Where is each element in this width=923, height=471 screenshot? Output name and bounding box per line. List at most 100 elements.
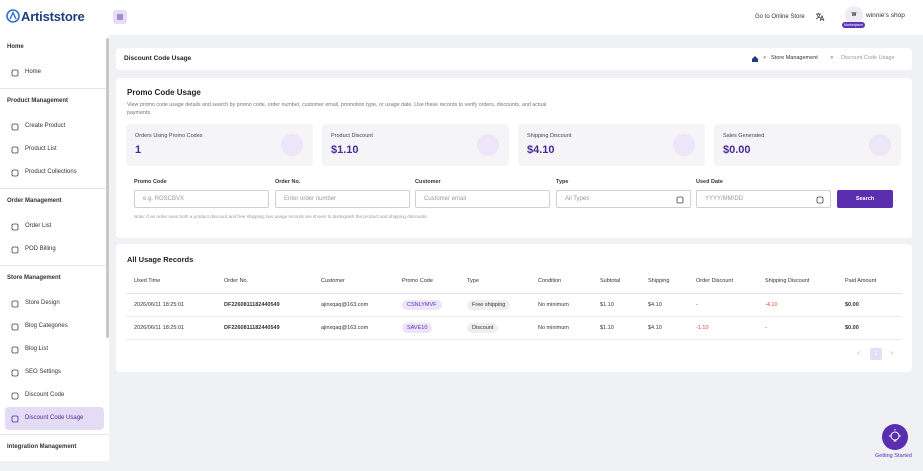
menu-icon bbox=[11, 415, 19, 423]
help-button[interactable] bbox=[882, 424, 908, 450]
filter-label: Promo Code bbox=[134, 179, 167, 185]
table-cell: DF2260811182440549 bbox=[224, 325, 280, 331]
column-header: Condition bbox=[538, 278, 562, 284]
shop-name[interactable]: winnie's shop bbox=[866, 12, 905, 19]
page-number[interactable]: 1 bbox=[870, 348, 882, 360]
icon bbox=[816, 195, 824, 211]
stat-icon bbox=[673, 134, 695, 156]
table-cell: -4.10 bbox=[765, 302, 778, 308]
menu-icon bbox=[11, 123, 19, 131]
stat-icon bbox=[869, 134, 891, 156]
filter-input[interactable]: e.g. RGSCBVX bbox=[134, 190, 269, 208]
avatar[interactable]: W bbox=[845, 6, 863, 24]
stat-value: 1 bbox=[135, 144, 142, 156]
menu-item[interactable]: Blog Categories bbox=[5, 315, 104, 338]
section-title: Home bbox=[7, 44, 24, 50]
section-title: Integration Management bbox=[7, 444, 77, 450]
table-cell: - bbox=[696, 302, 698, 308]
page-title: Discount Code Usage bbox=[124, 55, 192, 62]
table-cell: $1.10 bbox=[600, 302, 614, 308]
logo[interactable]: Artiststore bbox=[21, 9, 85, 24]
breadcrumb-current: Discount Code Usage bbox=[841, 55, 895, 61]
stat-card: Sales Generated $0.00 bbox=[714, 124, 901, 166]
filter-input[interactable]: YYYY/MM/DD bbox=[696, 190, 831, 208]
menu-icon bbox=[11, 369, 19, 377]
menu-icon bbox=[11, 246, 19, 254]
records-title: All Usage Records bbox=[127, 255, 194, 264]
filter-label: Type bbox=[556, 179, 569, 185]
menu-toggle[interactable] bbox=[113, 10, 127, 24]
menu-icon bbox=[11, 69, 19, 77]
menu-item[interactable]: SEO Settings bbox=[5, 361, 104, 384]
card-description: View promo code usage details and search… bbox=[127, 102, 547, 116]
table-cell: No minimum bbox=[538, 325, 569, 331]
icon bbox=[676, 195, 684, 211]
sidebar-section: Order Management Order List POD Billing bbox=[0, 195, 109, 266]
column-header: Used Time bbox=[134, 278, 161, 284]
stat-card: Orders Using Promo Codes 1 bbox=[126, 124, 313, 166]
stat-value: $4.10 bbox=[527, 144, 555, 156]
stat-label: Shipping Discount bbox=[527, 133, 572, 139]
sidebar: Home Home Product Management Create Product… bbox=[0, 35, 109, 461]
menu-item[interactable]: Store Design bbox=[5, 292, 104, 315]
stat-label: Orders Using Promo Codes bbox=[135, 133, 203, 139]
menu-item[interactable]: Discount Code Usage bbox=[5, 407, 104, 430]
section-title: Product Management bbox=[7, 98, 69, 104]
breadcrumb-separator: > bbox=[763, 55, 767, 61]
breadcrumb-link[interactable]: Store Management bbox=[771, 55, 818, 61]
row-divider bbox=[126, 339, 902, 340]
sidebar-section: Store Management Store Design Blog Categor… bbox=[0, 272, 109, 435]
next-page[interactable]: > bbox=[890, 351, 894, 357]
table-cell: -1.10 bbox=[696, 325, 709, 331]
icon-glyph bbox=[676, 196, 684, 204]
stat-card: Product Discount $1.10 bbox=[322, 124, 509, 166]
online-store-link[interactable]: Go to Online Store bbox=[755, 14, 805, 20]
table-cell: No minimum bbox=[538, 302, 569, 308]
promo-code: SAVE10 bbox=[402, 323, 433, 333]
table-cell: DF2260811182440549 bbox=[224, 302, 280, 308]
type-tag: Free shipping bbox=[467, 300, 511, 310]
table-cell: 2026/06/11 18:25:01 bbox=[134, 302, 185, 308]
menu-item[interactable]: Blog List bbox=[5, 338, 104, 361]
menu-icon bbox=[11, 223, 19, 231]
table-cell: $1.10 bbox=[600, 325, 614, 331]
home-icon[interactable] bbox=[751, 55, 759, 62]
filter-input[interactable]: Enter order number bbox=[275, 190, 410, 208]
filter-label: Order No. bbox=[275, 179, 301, 185]
records-card bbox=[116, 244, 912, 372]
menu-item[interactable]: Product Collections bbox=[5, 161, 104, 184]
row-divider bbox=[126, 316, 902, 317]
menu-icon bbox=[11, 146, 19, 154]
menu-item[interactable]: Discount Code bbox=[5, 384, 104, 407]
marketplace-badge: Marketplace bbox=[842, 22, 866, 28]
menu-item[interactable]: Create Product bbox=[5, 115, 104, 138]
translate-icon[interactable] bbox=[815, 12, 825, 22]
column-header: Subtotal bbox=[600, 278, 621, 284]
breadcrumb-separator: > bbox=[830, 55, 834, 61]
menu-item[interactable]: Product List bbox=[5, 138, 104, 161]
menu-item[interactable]: POD Billing bbox=[5, 238, 104, 261]
table-cell: $4.10 bbox=[648, 302, 662, 308]
scrollbar[interactable] bbox=[106, 38, 109, 338]
menu-item[interactable]: Home bbox=[5, 61, 104, 84]
menu-icon bbox=[11, 346, 19, 354]
section-title: Order Management bbox=[7, 198, 62, 204]
help-label[interactable]: Getting Started bbox=[875, 453, 912, 459]
menu-icon bbox=[11, 323, 19, 331]
stat-label: Product Discount bbox=[331, 133, 373, 139]
menu-item[interactable]: Order List bbox=[5, 215, 104, 238]
search-button[interactable]: Search bbox=[837, 190, 893, 208]
promo-code: CSNLYMVF bbox=[402, 300, 442, 310]
sidebar-section: Product Management Create Product Product … bbox=[0, 95, 109, 189]
stat-value: $0.00 bbox=[723, 144, 751, 156]
filter-input[interactable]: All Types bbox=[556, 190, 691, 208]
stat-icon bbox=[477, 134, 499, 156]
column-header: Shipping bbox=[648, 278, 670, 284]
prev-page[interactable]: < bbox=[857, 351, 861, 357]
filter-input[interactable]: Customer email bbox=[415, 190, 550, 208]
column-header: Promo Code bbox=[402, 278, 433, 284]
column-header: Order No. bbox=[224, 278, 249, 284]
